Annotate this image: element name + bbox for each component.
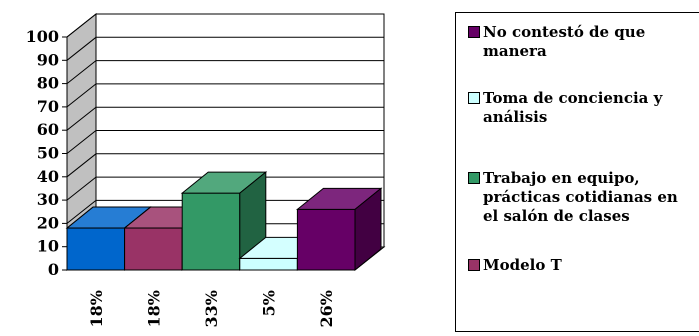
legend-label: No contestó de que manera bbox=[483, 23, 646, 60]
bar bbox=[295, 187, 383, 272]
grid-line bbox=[66, 176, 384, 201]
bar-front bbox=[124, 227, 183, 271]
bar-front bbox=[239, 257, 298, 271]
y-tick-label: 80 bbox=[37, 74, 59, 93]
x-axis-labels: 18% 18% 33% 5% 26% bbox=[87, 290, 336, 327]
grid-line bbox=[66, 130, 384, 154]
x-tick-label: 33% bbox=[202, 290, 221, 327]
legend-swatch bbox=[468, 26, 480, 38]
y-tick-label: 40 bbox=[37, 167, 59, 186]
bars bbox=[65, 171, 383, 272]
x-tick-label: 5% bbox=[260, 290, 279, 316]
legend-swatch bbox=[468, 92, 480, 104]
y-tick-label: 20 bbox=[37, 213, 59, 232]
bar-side bbox=[354, 187, 382, 272]
legend: No contestó de que manera Toma de concie… bbox=[455, 12, 699, 332]
legend-item: No contestó de que manera bbox=[468, 23, 696, 61]
y-tick-label: 30 bbox=[37, 190, 59, 209]
y-tick-label: 0 bbox=[48, 260, 59, 279]
y-tick-label: 10 bbox=[37, 237, 59, 256]
bar-front bbox=[66, 227, 126, 271]
y-tick-label: 70 bbox=[37, 97, 59, 116]
legend-label: Toma de conciencia y análisis bbox=[483, 89, 663, 126]
legend-item: Trabajo en equipo, prácticas cotidianas … bbox=[468, 169, 696, 226]
legend-swatch bbox=[468, 259, 480, 271]
grid-line bbox=[66, 153, 384, 178]
legend-item: Toma de conciencia y análisis bbox=[468, 89, 696, 127]
y-tick-label: 60 bbox=[37, 120, 59, 139]
x-tick-label: 18% bbox=[144, 290, 163, 327]
grid-line bbox=[66, 199, 384, 224]
legend-label: Trabajo en equipo, prácticas cotidianas … bbox=[483, 169, 678, 225]
legend-item: Modelo T bbox=[468, 256, 696, 275]
x-tick-label: 18% bbox=[87, 290, 106, 327]
bar-front bbox=[181, 192, 241, 271]
grid-line bbox=[66, 106, 384, 131]
grid-line bbox=[66, 13, 384, 38]
grid-line bbox=[66, 60, 384, 84]
y-tick-label: 90 bbox=[37, 50, 59, 69]
legend-swatch bbox=[468, 172, 480, 184]
x-tick-label: 26% bbox=[317, 290, 336, 327]
y-tick-label: 100 bbox=[26, 27, 59, 46]
grid-line bbox=[66, 36, 384, 61]
grid-lines bbox=[66, 13, 384, 248]
grid-line bbox=[66, 83, 384, 108]
y-tick-label: 50 bbox=[37, 144, 59, 163]
legend-label: Modelo T bbox=[483, 256, 562, 274]
bar-front bbox=[296, 208, 356, 271]
